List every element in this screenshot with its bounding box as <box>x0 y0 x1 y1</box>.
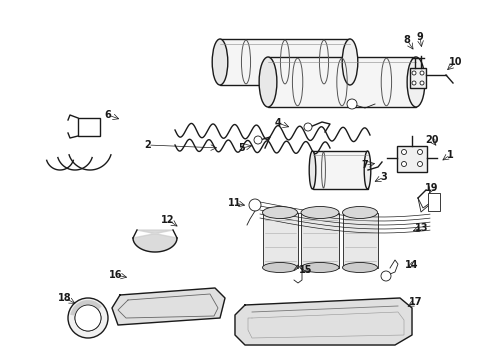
Circle shape <box>249 199 261 211</box>
Bar <box>78 118 100 136</box>
Text: 16: 16 <box>109 270 123 280</box>
Text: 8: 8 <box>404 35 411 45</box>
Ellipse shape <box>343 262 377 273</box>
Ellipse shape <box>301 207 339 219</box>
Circle shape <box>347 99 357 109</box>
Text: 20: 20 <box>425 135 439 145</box>
Text: 17: 17 <box>409 297 423 307</box>
Ellipse shape <box>407 57 425 107</box>
Text: 15: 15 <box>299 265 313 275</box>
Text: 2: 2 <box>145 140 151 150</box>
Ellipse shape <box>301 262 339 273</box>
Ellipse shape <box>259 57 277 107</box>
Wedge shape <box>70 300 102 318</box>
Circle shape <box>420 71 424 75</box>
Ellipse shape <box>364 151 371 189</box>
Ellipse shape <box>212 39 228 85</box>
Bar <box>410 68 426 88</box>
Circle shape <box>381 271 391 281</box>
Circle shape <box>412 81 416 85</box>
Circle shape <box>417 162 422 166</box>
Ellipse shape <box>263 207 297 219</box>
Circle shape <box>254 136 262 144</box>
Text: 11: 11 <box>228 198 242 208</box>
Ellipse shape <box>309 151 316 189</box>
Circle shape <box>412 71 416 75</box>
Polygon shape <box>235 298 412 345</box>
Circle shape <box>304 123 312 131</box>
Text: 7: 7 <box>362 160 368 170</box>
Circle shape <box>401 149 407 154</box>
Text: 14: 14 <box>405 260 419 270</box>
Circle shape <box>75 305 101 331</box>
Text: 13: 13 <box>415 223 429 233</box>
Bar <box>301 212 339 267</box>
Text: 1: 1 <box>446 150 453 160</box>
Bar <box>397 146 427 172</box>
Text: 5: 5 <box>239 143 245 153</box>
Circle shape <box>420 81 424 85</box>
Circle shape <box>417 149 422 154</box>
Circle shape <box>401 162 407 166</box>
Ellipse shape <box>343 207 377 219</box>
Bar <box>220 39 350 85</box>
Bar <box>428 193 440 211</box>
Polygon shape <box>112 288 225 325</box>
Text: 6: 6 <box>105 110 111 120</box>
Bar <box>313 151 368 189</box>
Bar <box>343 212 377 267</box>
Text: 3: 3 <box>381 172 388 182</box>
Text: 19: 19 <box>425 183 439 193</box>
Ellipse shape <box>263 262 297 273</box>
Polygon shape <box>133 230 177 252</box>
Text: 10: 10 <box>449 57 463 67</box>
Text: 12: 12 <box>161 215 175 225</box>
Text: 4: 4 <box>274 118 281 128</box>
Bar <box>263 212 297 267</box>
Ellipse shape <box>342 39 358 85</box>
Circle shape <box>68 298 108 338</box>
Circle shape <box>75 305 101 331</box>
Text: 18: 18 <box>58 293 72 303</box>
Bar <box>268 57 416 107</box>
Text: 9: 9 <box>416 32 423 42</box>
